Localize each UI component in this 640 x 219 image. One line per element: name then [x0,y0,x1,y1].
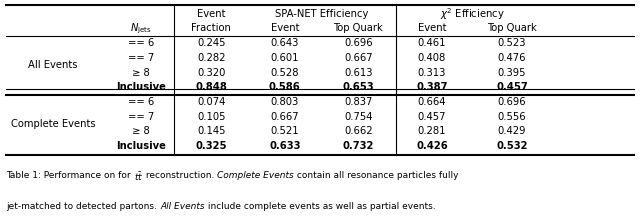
Text: == 7: == 7 [127,112,154,122]
Text: 0.837: 0.837 [344,97,372,107]
Text: == 6: == 6 [127,38,154,48]
Text: 0.521: 0.521 [271,126,299,136]
Text: Top Quark: Top Quark [333,23,383,34]
Text: 0.803: 0.803 [271,97,299,107]
Text: 0.601: 0.601 [271,53,299,63]
Text: 0.325: 0.325 [195,141,227,151]
Text: Table 1: Performance on for: Table 1: Performance on for [6,171,134,180]
Text: 0.145: 0.145 [197,126,225,136]
Text: Inclusive: Inclusive [116,82,166,92]
Text: 0.281: 0.281 [418,126,446,136]
Text: reconstruction.: reconstruction. [143,171,218,180]
Text: 0.586: 0.586 [269,82,301,92]
Text: 0.667: 0.667 [271,112,299,122]
Text: jet-matched to detected partons.: jet-matched to detected partons. [6,202,160,211]
Text: 0.664: 0.664 [418,97,446,107]
Text: 0.523: 0.523 [498,38,526,48]
Text: == 6: == 6 [127,97,154,107]
Text: Event: Event [271,23,299,34]
Text: 0.320: 0.320 [197,68,225,78]
Text: 0.426: 0.426 [416,141,448,151]
Text: 0.532: 0.532 [496,141,528,151]
Text: 0.461: 0.461 [418,38,446,48]
Text: All Events: All Events [160,202,205,211]
Text: 0.662: 0.662 [344,126,372,136]
Text: 0.556: 0.556 [498,112,526,122]
Text: 0.105: 0.105 [197,112,225,122]
Text: 0.429: 0.429 [498,126,526,136]
Text: 0.387: 0.387 [416,82,448,92]
Text: 0.476: 0.476 [498,53,526,63]
Text: $t\bar{t}$: $t\bar{t}$ [134,171,143,183]
Text: 0.408: 0.408 [418,53,446,63]
Text: SPA-NET Efficiency: SPA-NET Efficiency [275,9,368,19]
Text: 0.633: 0.633 [269,141,301,151]
Text: contain all resonance particles fully: contain all resonance particles fully [294,171,459,180]
Text: 0.282: 0.282 [197,53,225,63]
Text: 0.245: 0.245 [197,38,225,48]
Text: 0.696: 0.696 [498,97,526,107]
Text: 0.313: 0.313 [418,68,446,78]
Text: Complete Events: Complete Events [218,171,294,180]
Text: ≥ 8: ≥ 8 [132,68,150,78]
Text: All Events: All Events [28,60,78,70]
Text: $\chi^2$ Efficiency: $\chi^2$ Efficiency [440,6,504,22]
Text: 0.457: 0.457 [496,82,528,92]
Text: Inclusive: Inclusive [116,141,166,151]
Text: 0.696: 0.696 [344,38,372,48]
Text: 0.457: 0.457 [418,112,446,122]
Text: include complete events as well as partial events.: include complete events as well as parti… [205,202,435,211]
Text: 0.653: 0.653 [342,82,374,92]
Text: 0.848: 0.848 [195,82,227,92]
Text: Top Quark: Top Quark [487,23,537,34]
Text: Fraction: Fraction [191,23,231,34]
Text: 0.528: 0.528 [271,68,299,78]
Text: 0.395: 0.395 [498,68,526,78]
Text: 0.613: 0.613 [344,68,372,78]
Text: 0.754: 0.754 [344,112,372,122]
Text: 0.643: 0.643 [271,38,299,48]
Text: $N_{\mathrm{jets}}$: $N_{\mathrm{jets}}$ [130,21,152,36]
Text: 0.667: 0.667 [344,53,372,63]
Text: Event: Event [197,9,225,19]
Text: == 7: == 7 [127,53,154,63]
Text: 0.732: 0.732 [342,141,374,151]
Text: Event: Event [418,23,446,34]
Text: Complete Events: Complete Events [11,119,95,129]
Text: ≥ 8: ≥ 8 [132,126,150,136]
Text: 0.074: 0.074 [197,97,225,107]
